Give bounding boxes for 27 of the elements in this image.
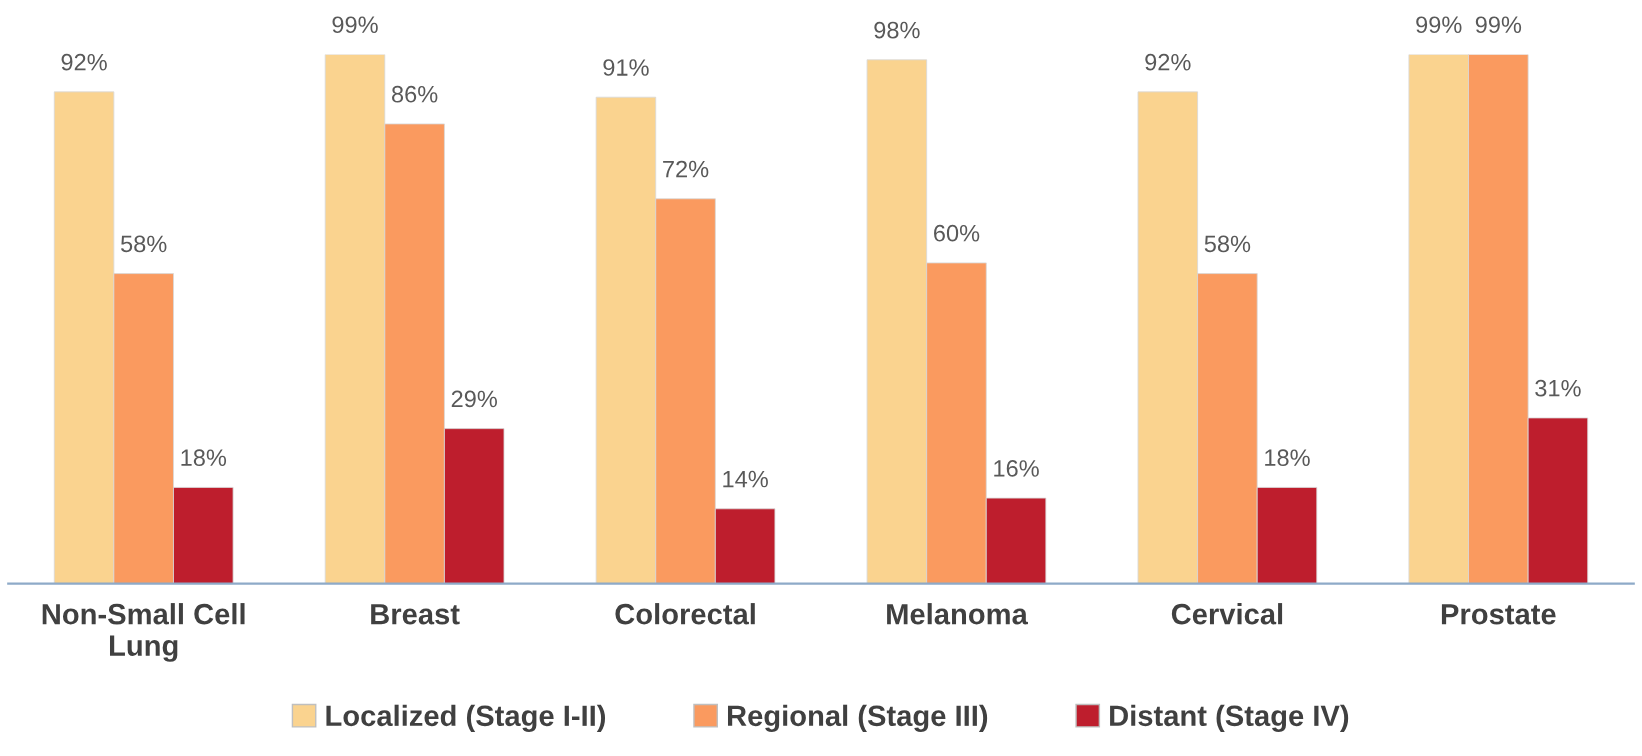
data-label: 72% xyxy=(663,160,709,178)
data-label: 99% xyxy=(1416,16,1462,34)
x-tick-label: Cervical xyxy=(1171,603,1283,625)
data-label: 18% xyxy=(1265,449,1310,467)
data-label: 99% xyxy=(332,16,378,34)
data-label: 92% xyxy=(61,53,107,71)
legend-label: Distant (Stage IV) xyxy=(1110,704,1349,733)
data-label: 98% xyxy=(874,21,920,39)
x-tick-label: Breast xyxy=(371,604,460,625)
x-tick-label: Prostate xyxy=(1441,604,1556,625)
x-tick-label: Colorectal xyxy=(615,603,755,625)
data-label: 29% xyxy=(451,390,497,408)
x-tick-label: Non-Small Cell Lung xyxy=(42,603,245,662)
data-label: 31% xyxy=(1535,379,1581,397)
legend-label: Regional (Stage III) xyxy=(727,704,988,733)
data-label: 86% xyxy=(392,85,438,103)
data-label: 58% xyxy=(120,235,167,253)
data-label: 14% xyxy=(723,470,768,488)
data-label: 60% xyxy=(934,224,980,242)
data-label: 91% xyxy=(603,59,649,76)
data-label: 16% xyxy=(994,460,1039,477)
data-label: 18% xyxy=(181,449,227,467)
data-label: 99% xyxy=(1475,16,1522,34)
x-tick-label: Melanoma xyxy=(887,603,1028,625)
legend-label: Localized (Stage I-II) xyxy=(326,704,606,733)
data-label: 92% xyxy=(1145,53,1191,71)
data-label: 58% xyxy=(1204,235,1251,253)
